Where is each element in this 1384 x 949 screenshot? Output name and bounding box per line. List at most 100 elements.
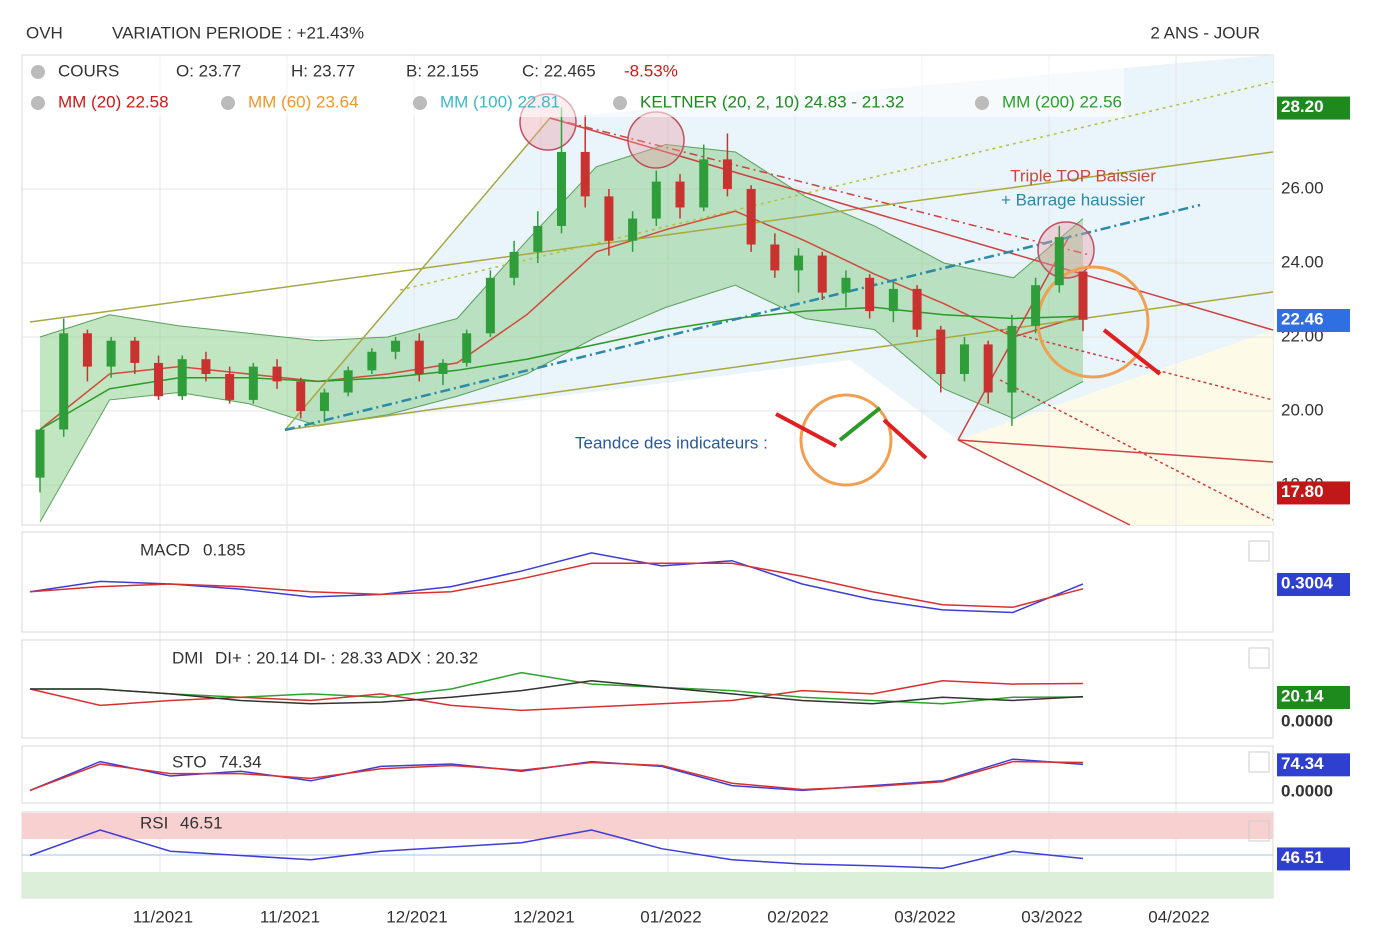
- candle-body: [1078, 271, 1088, 320]
- price-label: 22.46: [1281, 309, 1324, 328]
- legend-item: -8.53%: [624, 61, 678, 80]
- candle-body: [770, 244, 780, 271]
- panel-title: RSI: [140, 813, 168, 832]
- x-tick-label: 12/2021: [386, 907, 447, 926]
- panel-value: 0.185: [203, 540, 246, 559]
- candle-body: [651, 181, 661, 219]
- price-box: [1277, 685, 1350, 709]
- down-line: [549, 117, 1274, 331]
- candle-body: [675, 181, 685, 208]
- candle-body: [817, 255, 827, 293]
- candle-body: [1031, 285, 1041, 326]
- panel-title: MACD: [140, 540, 190, 559]
- top-circle: [627, 111, 685, 169]
- channel-line: [399, 81, 1274, 291]
- candle-body: [391, 340, 401, 352]
- keltner-band: [40, 144, 1083, 523]
- arrow: [775, 412, 837, 448]
- dmi-panel: [21, 639, 1274, 739]
- checkbox[interactable]: [1248, 647, 1270, 669]
- legend-item: C: 22.465: [522, 61, 596, 80]
- candle-body: [59, 333, 69, 430]
- legend-item: O: 23.77: [176, 61, 241, 80]
- down-line: [999, 329, 1274, 401]
- candle-body: [319, 392, 329, 412]
- candle-body: [272, 366, 282, 382]
- annotation: + Barrage haussier: [1001, 190, 1145, 209]
- panel-title: STO: [172, 752, 207, 771]
- rsi-overbought: [22, 813, 1273, 839]
- checkbox[interactable]: [1248, 540, 1270, 562]
- legend-bg: [24, 57, 1124, 117]
- price-box: [1277, 308, 1350, 332]
- x-tick-label: 03/2022: [894, 907, 955, 926]
- annotation: Teandce des indicateurs :: [575, 433, 768, 452]
- candle-body: [296, 381, 306, 412]
- moving-average: [39, 210, 1084, 431]
- candle-body: [35, 429, 45, 478]
- indicator-line: [29, 552, 1084, 614]
- gear-icon[interactable]: [31, 96, 45, 110]
- indicator-line: [29, 562, 1084, 609]
- legend-item: COURS: [58, 61, 119, 80]
- candle-body: [367, 351, 377, 371]
- x-tick-label: 02/2022: [767, 907, 828, 926]
- candle-body: [225, 374, 235, 400]
- gear-icon[interactable]: [613, 96, 627, 110]
- price-box: [1277, 847, 1350, 871]
- panel-value: 46.51: [180, 813, 223, 832]
- moving-average: [39, 306, 1084, 431]
- candle-body: [485, 277, 495, 334]
- candle-body: [699, 159, 709, 208]
- indicator-line: [29, 829, 1084, 870]
- candle-body: [82, 333, 92, 367]
- price-box: [1277, 96, 1350, 120]
- down-line: [957, 439, 1131, 526]
- candle-body: [604, 196, 614, 241]
- legend-item: KELTNER (20, 2, 10) 24.83 - 21.32: [640, 92, 904, 111]
- candle-body: [722, 159, 732, 189]
- price-label: 17.80: [1281, 482, 1324, 501]
- y-tick-label: 26.00: [1281, 178, 1324, 197]
- candle-body: [841, 277, 851, 293]
- price-box: [1277, 572, 1350, 596]
- variation: VARIATION PERIODE : +21.43%: [112, 23, 364, 42]
- candle-body: [1054, 237, 1064, 286]
- y-tick-label: 24.00: [1281, 252, 1324, 271]
- price-box: [1277, 481, 1350, 505]
- period: 2 ANS - JOUR: [1150, 23, 1260, 42]
- price-label: 20.14: [1281, 686, 1324, 705]
- y-tick-label: 20.00: [1281, 401, 1324, 420]
- legend-item: H: 23.77: [291, 61, 355, 80]
- gear-icon[interactable]: [413, 96, 427, 110]
- gear-icon[interactable]: [31, 65, 45, 79]
- price-label: 0.3004: [1281, 573, 1334, 592]
- price-box: [1277, 753, 1350, 777]
- arrow: [882, 418, 928, 460]
- indicator-line: [30, 671, 1084, 705]
- indicator-line: [29, 680, 1084, 712]
- checkbox[interactable]: [1248, 820, 1270, 842]
- candle-body: [959, 344, 969, 375]
- candle-body: [865, 277, 875, 312]
- gear-icon[interactable]: [221, 96, 235, 110]
- candle-body: [746, 188, 756, 245]
- arrow: [838, 406, 882, 442]
- panel-title: DMI: [172, 648, 203, 667]
- x-tick-label: 11/2021: [133, 907, 193, 926]
- checkbox[interactable]: [1248, 751, 1270, 773]
- price-label: 28.20: [1281, 97, 1324, 116]
- legend-item: MM (200) 22.56: [1002, 92, 1122, 111]
- support-line: [284, 203, 1201, 432]
- channel-line: [29, 151, 1274, 323]
- candle-body: [177, 359, 187, 397]
- legend-item: MM (60) 23.64: [248, 92, 359, 111]
- price-label: 74.34: [1281, 754, 1324, 773]
- x-tick-label: 03/2022: [1021, 907, 1082, 926]
- candle-body: [533, 225, 543, 252]
- down-line: [957, 439, 1274, 463]
- gear-icon[interactable]: [975, 96, 989, 110]
- candle-body: [628, 218, 638, 241]
- panel-value: 74.34: [219, 752, 262, 771]
